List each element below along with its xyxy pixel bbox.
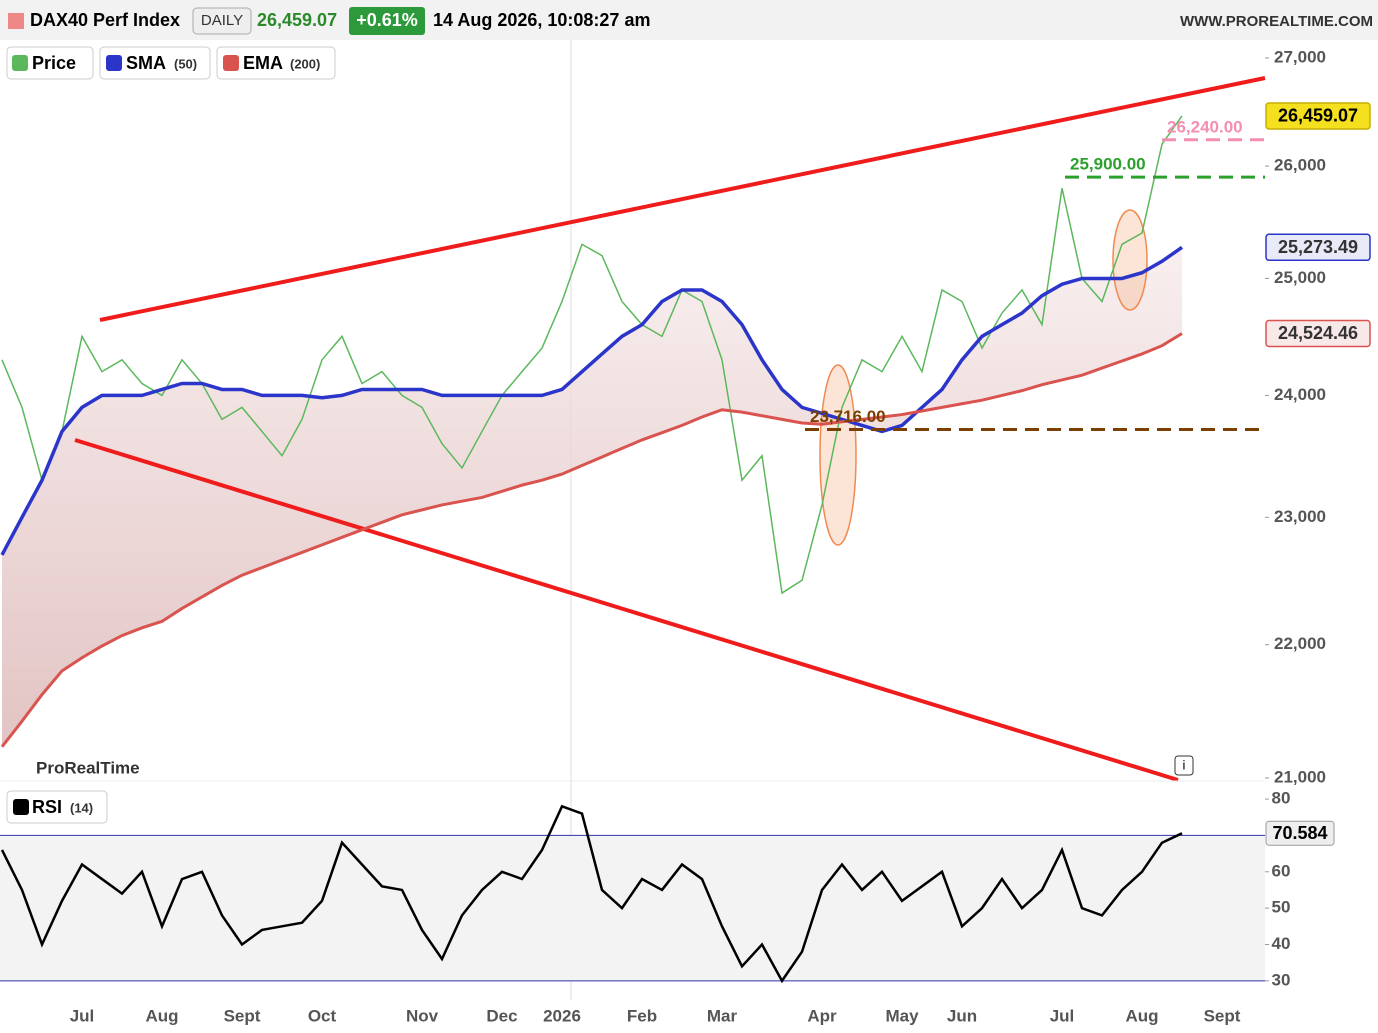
x-tick-label: Sept <box>224 1006 261 1025</box>
x-tick-label: 2026 <box>543 1006 581 1025</box>
info-icon: i <box>1183 757 1186 772</box>
y-tick-label: 23,000 <box>1274 507 1326 526</box>
legend-swatch <box>12 55 28 71</box>
legend-label: Price <box>32 53 76 73</box>
last-value-box <box>1265 820 1335 846</box>
highlight-ellipse <box>1112 209 1148 311</box>
x-tick-label: Oct <box>308 1006 337 1025</box>
y-tick-label: 80 <box>1272 789 1291 808</box>
level-label: 23,716.00 <box>810 407 886 426</box>
x-tick-label: Apr <box>807 1006 837 1025</box>
legend: Price SMA (50) EMA (200) ProRealTime RSI… <box>6 46 336 824</box>
legend-box[interactable] <box>99 46 211 80</box>
legend-swatch <box>106 55 122 71</box>
y-tick-label: 24,000 <box>1274 385 1326 404</box>
series-line <box>0 245 1184 556</box>
x-tick-label: Mar <box>707 1006 738 1025</box>
y-tick-label: 60 <box>1272 861 1291 880</box>
symbol: DAX40 Perf Index <box>30 10 180 30</box>
last-value-label: 24,524.46 <box>1278 323 1358 343</box>
legend-label: RSI <box>32 797 62 817</box>
rsi-band <box>0 835 1265 981</box>
x-tick-label: Jul <box>70 1006 95 1025</box>
change: +0.61% <box>356 10 418 30</box>
trend-line <box>99 76 1266 322</box>
period-box[interactable] <box>192 7 252 35</box>
x-tick-label: Aug <box>145 1006 178 1025</box>
series-line <box>0 804 1183 984</box>
level-label: 26,240.00 <box>1167 117 1243 136</box>
x-tick-label: Jun <box>947 1006 977 1025</box>
legend-label: EMA <box>243 53 283 73</box>
logo <box>8 13 24 29</box>
period: DAILY <box>201 12 243 29</box>
x-tick-label: Dec <box>486 1006 517 1025</box>
x-tick-label: Jul <box>1050 1006 1075 1025</box>
y-tick-label: 22,000 <box>1274 634 1326 653</box>
y-tick-label: 40 <box>1272 934 1291 953</box>
x-tick-label: Sept <box>1204 1006 1241 1025</box>
highlight-ellipse <box>819 364 857 546</box>
x-tick-label: Nov <box>406 1006 439 1025</box>
last-value-box <box>1265 102 1371 130</box>
last-value-box <box>1265 233 1371 262</box>
level-label: 25,900.00 <box>1070 155 1146 174</box>
y-tick-label: 30 <box>1272 970 1291 989</box>
x-tick-label: May <box>885 1006 919 1025</box>
x-tick-label: Feb <box>627 1006 657 1025</box>
brand: ProRealTime <box>36 758 140 777</box>
series-line <box>1 115 1183 595</box>
datetime: 14 Aug 2026, 10:08:27 am <box>433 10 650 30</box>
x-tick-label: Aug <box>1125 1006 1158 1025</box>
y-tick-label: 25,000 <box>1274 268 1326 287</box>
y-tick-label: 50 <box>1272 898 1291 917</box>
legend-param: (14) <box>70 800 93 815</box>
last-value-box <box>1265 319 1371 348</box>
trend-line <box>74 438 1179 782</box>
price: 26,459.07 <box>257 10 337 30</box>
legend-swatch <box>223 55 239 71</box>
legend-box[interactable] <box>216 46 336 80</box>
site: WWW.PROREALTIME.COM <box>1180 13 1373 30</box>
y-tick-label: 27,000 <box>1274 47 1326 66</box>
last-value-label: 70.584 <box>1272 823 1327 843</box>
info-button[interactable] <box>1174 755 1194 776</box>
legend-box[interactable] <box>6 790 108 824</box>
last-value-label: 26,459.07 <box>1278 106 1358 126</box>
y-tick-label: 26,000 <box>1274 156 1326 175</box>
ma-band <box>2 247 1182 747</box>
legend-param: (200) <box>290 56 320 71</box>
series-line <box>0 332 1183 748</box>
change-box <box>349 7 425 35</box>
last-value-label: 25,273.49 <box>1278 237 1358 257</box>
legend-box[interactable] <box>6 46 94 80</box>
legend-param: (50) <box>174 56 197 71</box>
legend-swatch <box>13 799 29 815</box>
legend-label: SMA <box>126 53 166 73</box>
y-tick-label: 21,000 <box>1274 767 1326 786</box>
